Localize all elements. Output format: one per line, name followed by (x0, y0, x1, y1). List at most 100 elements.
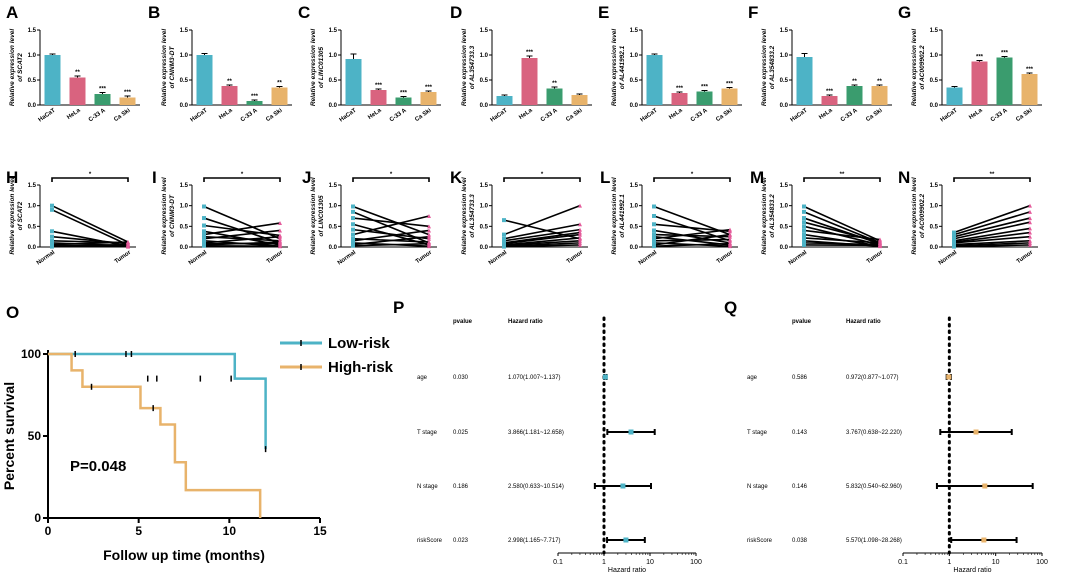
paired-line (352, 217, 430, 228)
paired-line (503, 231, 581, 244)
panel-d: D Relative expression level of AL354733.3 0… (450, 3, 592, 124)
y-axis-title: Relative expression level (761, 177, 768, 255)
row-label: riskScore (417, 538, 443, 544)
tumor-point (1028, 234, 1032, 239)
y-tick-label: 1.5 (329, 28, 338, 34)
tumor-point (728, 244, 732, 249)
paired-line (953, 221, 1031, 240)
normal-point (202, 243, 206, 248)
panel-n: N Relative expression level of AC009902.2 0… (898, 168, 1038, 266)
bar (420, 92, 437, 105)
x-category-label: HaCaT (790, 108, 809, 124)
y-axis-title-gene: of SCAT2 (17, 53, 24, 82)
y-axis-title-gene: of LINC01305 (318, 195, 325, 237)
y-tick-label: 0.0 (180, 245, 189, 251)
row-pvalue: 0.025 (453, 430, 469, 436)
bar (521, 58, 538, 105)
normal-point (202, 232, 206, 237)
y-tick-label: 1.5 (28, 183, 37, 189)
significance-label: * (89, 172, 92, 178)
row-label: riskScore (747, 538, 773, 544)
y-tick-label: 0.5 (780, 224, 789, 230)
y-axis-title-gene: of AC009902.2 (919, 194, 926, 239)
row-hazard-ratio: 2.580(0.633~10.514) (508, 484, 564, 490)
row-hazard-ratio: 5.832(0.540~62.960) (846, 484, 902, 490)
panel-letter: B (148, 3, 160, 22)
bar (696, 91, 713, 105)
significance-label: ** (990, 172, 995, 178)
x-axis-title: Hazard ratio (953, 567, 991, 574)
tumor-point (578, 222, 582, 227)
tumor-point (728, 232, 732, 237)
paired-line (653, 242, 731, 247)
tumor-point (1028, 216, 1032, 221)
y-tick-label: 1.5 (930, 28, 939, 34)
normal-point (952, 230, 956, 235)
y-axis-title-gene: of AL354833.2 (769, 45, 776, 89)
y-tick-label: 0.5 (28, 78, 37, 84)
x-category-label: HeLa (66, 107, 82, 121)
tumor-point (427, 236, 431, 241)
tumor-point (126, 240, 130, 245)
significance-label: *** (676, 86, 684, 92)
normal-point (202, 236, 206, 241)
bar (370, 90, 387, 105)
tumor-point (427, 241, 431, 246)
significance-label: ** (227, 79, 232, 85)
x-category-label: Normal (337, 250, 358, 267)
normal-point (351, 222, 355, 227)
x-category-label: HeLa (367, 107, 383, 121)
p-value-annotation: P=0.048 (70, 458, 126, 475)
normal-point (202, 216, 206, 221)
tumor-point (1028, 230, 1032, 235)
y-axis-title: Percent survival (1, 382, 17, 490)
y-tick-label: 0.0 (780, 245, 789, 251)
paired-line (203, 235, 281, 244)
normal-point (802, 228, 806, 233)
normal-point (502, 236, 506, 241)
significance-label: * (241, 172, 244, 178)
tumor-point (1028, 209, 1032, 214)
bar (996, 57, 1013, 105)
normal-point (351, 227, 355, 232)
y-axis-title: Relative expression level (461, 177, 468, 255)
paired-line (503, 223, 581, 240)
tumor-point (728, 227, 732, 232)
x-category-label: HaCaT (38, 108, 57, 124)
legend-label: High-risk (328, 359, 394, 376)
x-category-label: HeLa (218, 107, 234, 121)
normal-point (202, 234, 206, 239)
normal-point (802, 232, 806, 237)
bar (871, 86, 888, 105)
x-category-label: HaCaT (640, 108, 659, 124)
y-axis-title: Relative expression level (310, 29, 317, 107)
significance-label: ** (277, 81, 282, 87)
x-category-label: Tumor (114, 249, 133, 265)
y-tick-label: 0.5 (28, 224, 37, 230)
y-axis-title-gene: of CNNM3-DT (169, 46, 176, 89)
y-axis-title: Relative expression level (911, 177, 918, 255)
panel-letter: E (598, 3, 609, 22)
normal-point (802, 235, 806, 240)
y-tick-label: 0.0 (630, 245, 639, 251)
normal-point (351, 209, 355, 214)
normal-point (202, 238, 206, 243)
normal-point (202, 223, 206, 228)
paired-line (653, 228, 731, 240)
row-pvalue: 0.023 (453, 538, 469, 544)
y-tick-label: 0.5 (329, 224, 338, 230)
y-axis-title-gene: of AL354733.3 (469, 45, 476, 89)
normal-point (802, 242, 806, 247)
y-tick-label: 1.5 (630, 183, 639, 189)
y-axis-title-gene: of AL441992.1 (619, 45, 626, 89)
y-tick-label: 0.0 (480, 245, 489, 251)
bar (571, 95, 588, 105)
x-category-label: Tumor (266, 249, 285, 265)
y-tick-label: 0.5 (930, 224, 939, 230)
column-header-pvalue: pvalue (792, 319, 812, 325)
panel-letter: C (298, 3, 310, 22)
x-category-label: C-33 A (840, 107, 859, 123)
tumor-point (728, 237, 732, 242)
